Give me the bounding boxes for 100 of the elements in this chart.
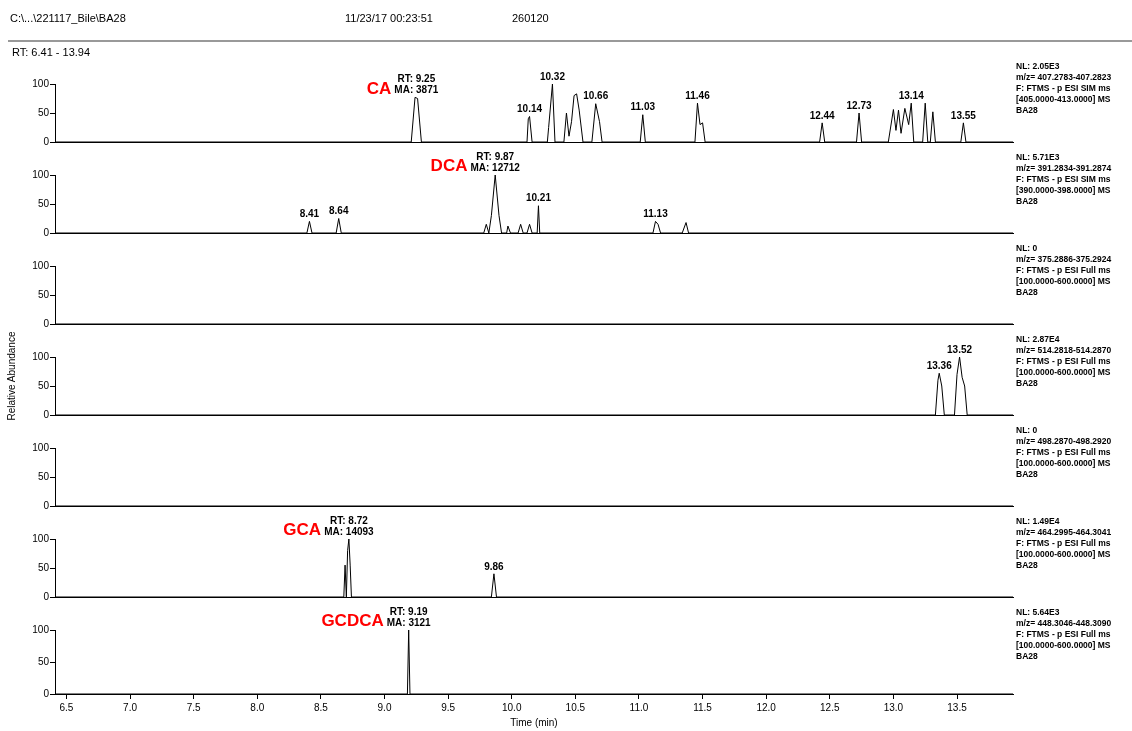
text: RT: 6.41 - 13.94 <box>12 46 91 58</box>
text: [390.0000-398.0000] MS <box>1016 185 1112 196</box>
annotation: RT: 8.72 MA: 14093 <box>324 514 375 537</box>
annotation: 13.14 <box>898 89 925 101</box>
y-tick-label: 100 <box>32 77 50 89</box>
y-tick-label: 0 <box>43 408 50 420</box>
annotation: 13.36 <box>926 359 953 371</box>
annotation: 10.21 <box>525 192 552 204</box>
annotation: 8.64 <box>328 205 349 217</box>
x-tick-label: 8.0 <box>250 701 265 713</box>
chart-title: GCDCA <box>321 611 384 631</box>
y-tick-label: 50 <box>37 197 50 209</box>
annotation: 10.32 <box>539 70 566 82</box>
text: m/z= 407.2783-407.2823 <box>1016 72 1112 83</box>
annotation: 10.66 <box>583 90 609 102</box>
x-tick-label: 13.0 <box>883 701 904 713</box>
annotation: 13.52 <box>947 343 973 355</box>
annotation: 11.46 <box>685 89 711 101</box>
y-axis-title: Relative Abundance <box>5 331 17 421</box>
y-tick-label: 50 <box>37 470 50 482</box>
y-tick-label: 100 <box>32 259 50 271</box>
y-tick-label: 100 <box>32 623 50 635</box>
y-tick-label: 50 <box>37 655 50 667</box>
text: [100.0000-600.0000] MS <box>1016 458 1112 469</box>
text: C:\...\221117_Bile\BA28 <box>10 12 126 24</box>
y-tick-label: 50 <box>37 288 50 300</box>
text: NL: 2.87E4 <box>1016 334 1061 345</box>
text: BA28 <box>1016 378 1039 389</box>
text: NL: 1.49E4 <box>1016 516 1061 527</box>
x-tick-label: 12.5 <box>820 701 840 713</box>
text: m/z= 514.2818-514.2870 <box>1016 345 1112 356</box>
annotation: 12.73 <box>846 99 873 111</box>
y-tick-label: 100 <box>32 441 50 453</box>
text: m/z= 464.2995-464.3041 <box>1016 527 1112 538</box>
y-tick-label: 0 <box>43 317 50 329</box>
y-tick-label: 50 <box>37 106 50 118</box>
text: BA28 <box>1016 560 1039 571</box>
x-tick-label: 7.5 <box>186 701 202 713</box>
x-tick-label: 7.0 <box>123 701 138 713</box>
annotation: 10.14 <box>517 103 543 115</box>
annotation: RT: 9.87 MA: 12712 <box>470 150 521 173</box>
text: F: FTMS - p ESI Full ms <box>1016 629 1112 640</box>
x-tick-label: 8.5 <box>313 701 329 713</box>
y-tick-label: 0 <box>43 590 50 602</box>
text: BA28 <box>1016 469 1039 480</box>
y-tick-label: 50 <box>37 561 50 573</box>
y-tick-label: 0 <box>43 135 50 147</box>
chart-title: CA <box>366 78 392 98</box>
text: F: FTMS - p ESI Full ms <box>1016 265 1112 276</box>
text: 11/23/17 00:23:51 <box>345 12 433 24</box>
y-tick-label: 100 <box>32 532 50 544</box>
text: NL: 5.64E3 <box>1016 607 1061 618</box>
text: F: FTMS - p ESI Full ms <box>1016 447 1112 458</box>
x-tick-label: 9.0 <box>377 701 392 713</box>
text: m/z= 448.3046-448.3090 <box>1016 618 1112 629</box>
y-tick-label: 50 <box>37 379 50 391</box>
annotation: 13.55 <box>950 109 977 121</box>
text: BA28 <box>1016 651 1039 662</box>
text: 260120 <box>512 12 549 24</box>
text: NL: 5.71E3 <box>1016 152 1061 163</box>
text: NL: 0 <box>1016 425 1039 436</box>
text: F: FTMS - p ESI SIM ms <box>1016 83 1112 94</box>
y-tick-label: 100 <box>32 168 50 180</box>
chart-title: GCA <box>283 520 322 540</box>
text: NL: 2.05E3 <box>1016 61 1061 72</box>
text: [100.0000-600.0000] MS <box>1016 640 1112 651</box>
text: [100.0000-600.0000] MS <box>1016 367 1112 378</box>
x-tick-label: 10.0 <box>502 701 522 713</box>
y-tick-label: 0 <box>43 499 50 511</box>
chart-title: DCA <box>430 156 468 176</box>
text: F: FTMS - p ESI Full ms <box>1016 356 1112 367</box>
annotation: 11.13 <box>643 208 669 220</box>
y-tick-label: 0 <box>43 226 50 238</box>
y-tick-label: 0 <box>43 687 50 699</box>
x-tick-label: 9.5 <box>441 701 456 713</box>
text: [100.0000-600.0000] MS <box>1016 549 1112 560</box>
text: BA28 <box>1016 196 1039 207</box>
text: [405.0000-413.0000] MS <box>1016 94 1112 105</box>
text: [100.0000-600.0000] MS <box>1016 276 1112 287</box>
text: F: FTMS - p ESI Full ms <box>1016 538 1112 549</box>
text: m/z= 498.2870-498.2920 <box>1016 436 1112 447</box>
x-tick-label: 11.5 <box>693 701 713 713</box>
annotation: 11.03 <box>630 101 656 113</box>
y-tick-label: 100 <box>32 350 50 362</box>
text: NL: 0 <box>1016 243 1039 254</box>
text: BA28 <box>1016 287 1039 298</box>
x-tick-label: 13.5 <box>947 701 968 713</box>
annotation: 12.44 <box>809 109 836 121</box>
annotation: 8.41 <box>299 208 320 220</box>
x-tick-label: 6.5 <box>59 701 74 713</box>
text: F: FTMS - p ESI SIM ms <box>1016 174 1112 185</box>
x-tick-label: 11.0 <box>629 701 649 713</box>
text: m/z= 391.2834-391.2874 <box>1016 163 1112 174</box>
x-tick-label: 12.0 <box>756 701 777 713</box>
x-tick-label: 10.5 <box>565 701 586 713</box>
annotation: 9.86 <box>484 560 505 572</box>
annotation: RT: 9.25 MA: 3871 <box>394 73 439 96</box>
text: m/z= 375.2886-375.2924 <box>1016 254 1112 265</box>
text: BA28 <box>1016 105 1039 116</box>
annotation: RT: 9.19 MA: 3121 <box>386 605 432 628</box>
